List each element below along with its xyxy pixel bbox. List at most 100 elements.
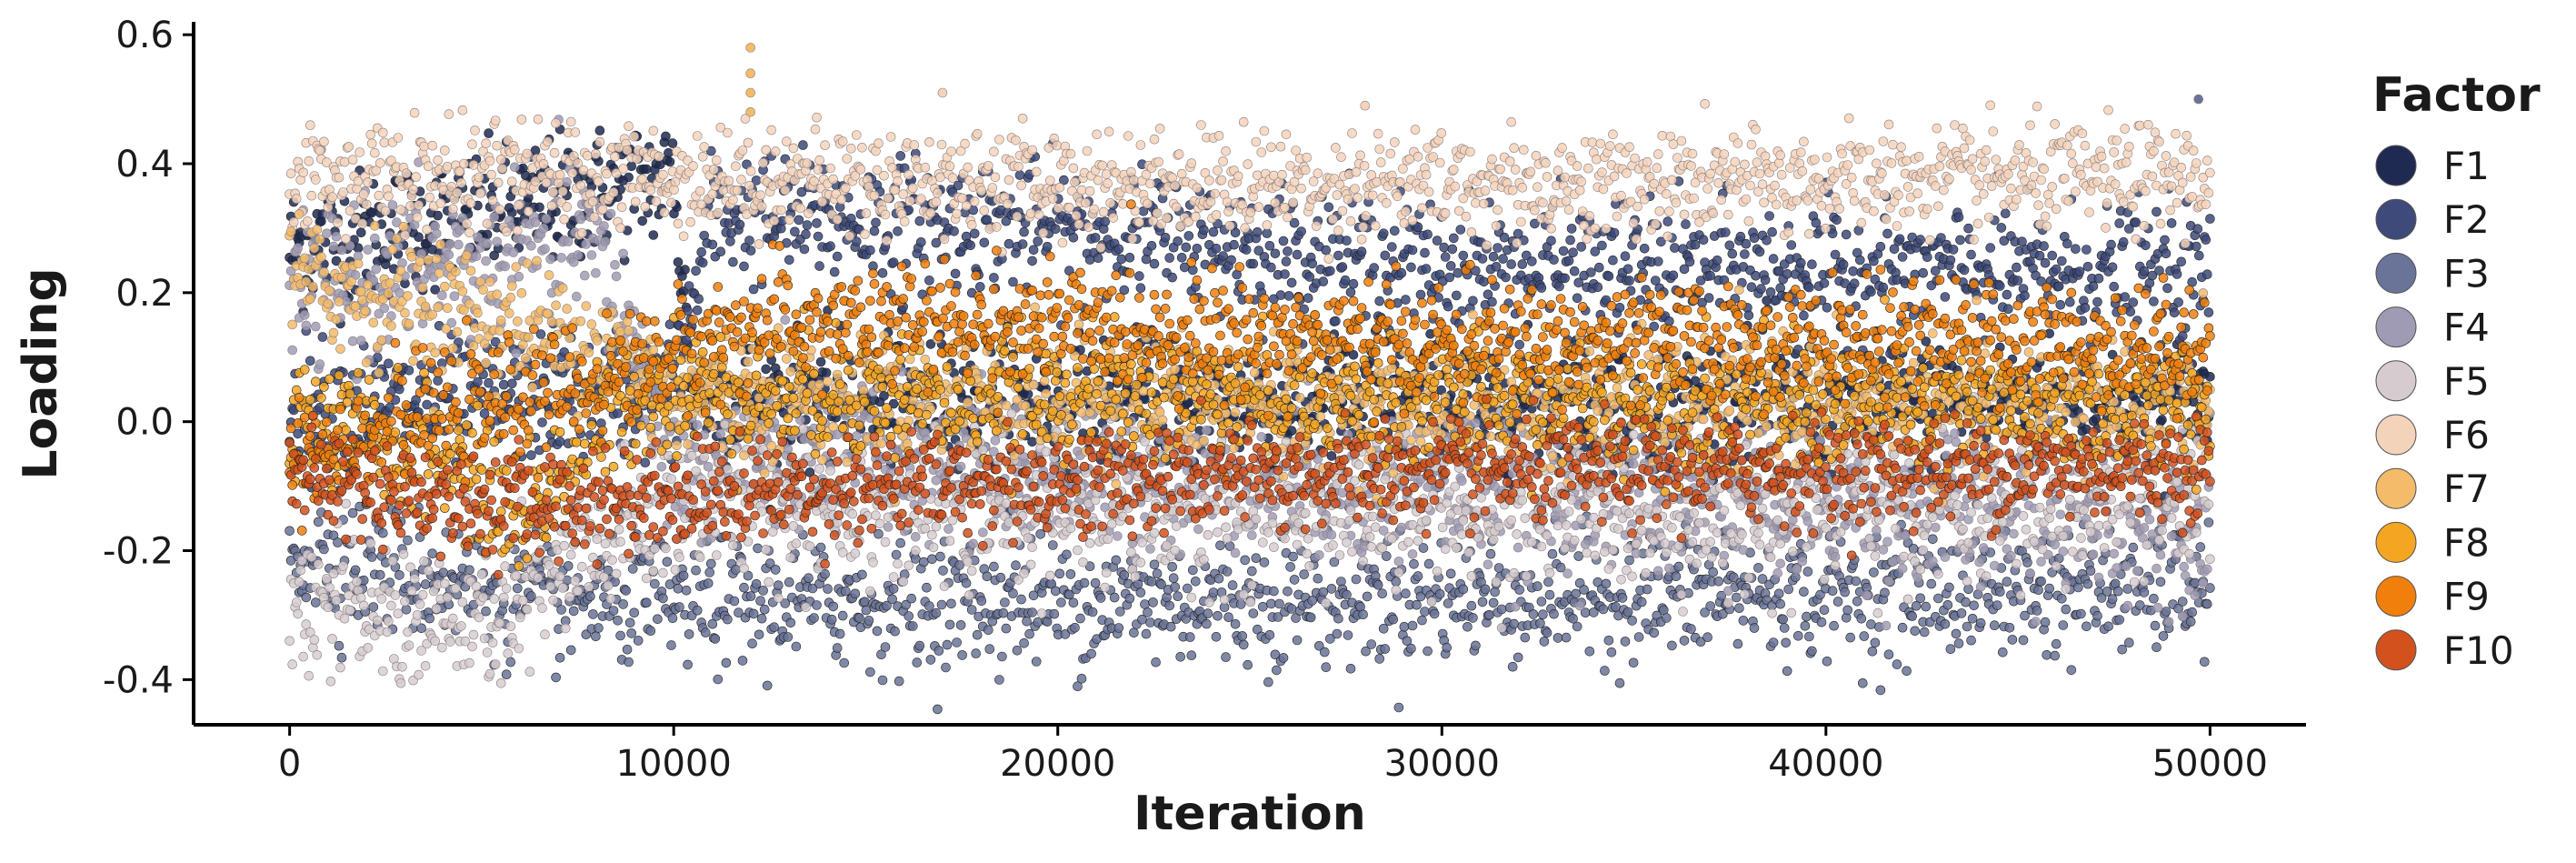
data-point <box>2161 248 2172 259</box>
data-point <box>1001 623 1012 634</box>
data-point <box>864 616 874 626</box>
data-point <box>1113 531 1123 541</box>
data-point <box>801 229 811 239</box>
data-point <box>353 243 364 254</box>
data-point <box>691 266 701 276</box>
data-point <box>1135 283 1146 294</box>
data-point <box>431 228 442 239</box>
data-point <box>1042 241 1053 252</box>
data-point <box>1633 632 1644 642</box>
data-point <box>363 245 374 255</box>
data-point <box>653 614 663 625</box>
data-point <box>998 607 1009 618</box>
data-point <box>649 578 660 589</box>
data-point <box>1423 229 1433 240</box>
data-point <box>1832 215 1842 226</box>
data-point <box>1230 618 1241 629</box>
data-point <box>969 228 980 239</box>
data-point <box>1193 524 1203 535</box>
data-point <box>815 356 826 367</box>
data-point <box>1962 621 1972 632</box>
data-point <box>1841 229 1852 240</box>
data-point <box>745 246 756 256</box>
data-point <box>949 226 959 236</box>
data-point <box>585 591 595 602</box>
data-point <box>1480 584 1491 595</box>
data-point <box>2194 250 2204 261</box>
data-point <box>854 613 864 623</box>
data-point <box>1186 650 1197 661</box>
data-point <box>624 657 634 667</box>
data-point <box>1391 577 1402 587</box>
data-point <box>2082 621 2092 632</box>
data-point <box>794 215 804 226</box>
data-point <box>1452 290 1462 301</box>
data-point <box>784 255 794 266</box>
data-point <box>1434 588 1445 599</box>
data-point <box>420 579 431 589</box>
data-point <box>832 643 843 653</box>
data-point <box>1830 249 1841 260</box>
data-point <box>1488 597 1499 608</box>
data-point <box>1880 587 1890 598</box>
data-point <box>1528 609 1539 619</box>
data-point <box>2107 262 2118 273</box>
data-point <box>758 586 768 596</box>
data-point <box>1283 246 1293 256</box>
data-point <box>1100 216 1110 226</box>
data-point <box>2107 594 2118 605</box>
data-point <box>1926 578 1937 589</box>
data-point <box>1963 584 1973 595</box>
data-point <box>1754 246 1765 257</box>
data-point <box>809 613 819 623</box>
data-point <box>2162 283 2172 294</box>
data-point <box>591 267 601 278</box>
data-point <box>551 672 561 683</box>
data-point <box>942 639 953 650</box>
data-point <box>537 417 547 427</box>
data-point <box>1170 582 1180 592</box>
data-point <box>2088 281 2099 292</box>
data-point <box>888 257 899 267</box>
data-point <box>704 567 715 577</box>
data-point <box>680 265 690 275</box>
data-point <box>1440 252 1451 262</box>
data-point <box>762 680 773 691</box>
data-point <box>984 644 995 655</box>
data-point <box>1762 296 1772 306</box>
data-point <box>979 237 990 248</box>
data-point <box>1536 283 1547 293</box>
data-point <box>562 176 573 187</box>
data-point <box>1966 635 1976 646</box>
data-point <box>747 638 757 649</box>
data-point <box>586 250 597 260</box>
data-point <box>1070 622 1080 633</box>
data-point <box>2202 269 2212 280</box>
data-point <box>1703 293 1714 303</box>
data-point <box>910 531 921 542</box>
data-point <box>2001 208 2011 218</box>
data-point <box>1412 599 1422 610</box>
data-point <box>674 602 684 612</box>
data-point <box>366 552 377 562</box>
data-point <box>1358 609 1368 620</box>
data-point <box>1113 244 1124 255</box>
data-point <box>1783 584 1793 595</box>
data-point <box>1743 310 1754 321</box>
data-point <box>436 290 447 301</box>
data-point <box>615 630 625 641</box>
data-point <box>1345 663 1356 674</box>
data-point <box>1897 252 1908 262</box>
data-point <box>1894 234 1905 245</box>
data-point <box>2169 307 2180 318</box>
data-point <box>514 271 524 282</box>
data-point <box>756 613 767 624</box>
data-point <box>2040 257 2051 268</box>
data-point <box>2022 557 2032 567</box>
data-point <box>1543 577 1553 587</box>
data-point <box>1584 646 1595 657</box>
data-point <box>424 613 435 624</box>
data-point <box>1627 616 1637 626</box>
data-point <box>563 561 574 571</box>
